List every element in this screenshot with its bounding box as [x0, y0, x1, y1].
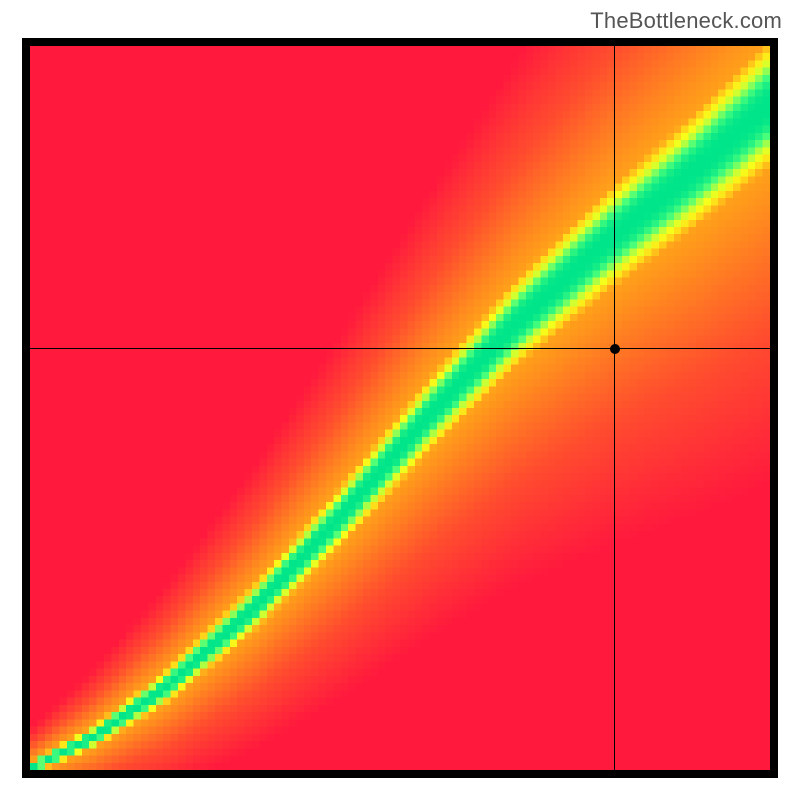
- plot-frame: [22, 38, 778, 778]
- crosshair-horizontal: [30, 348, 770, 349]
- chart-container: TheBottleneck.com: [0, 0, 800, 800]
- crosshair-vertical: [614, 46, 615, 770]
- heatmap-canvas: [30, 46, 770, 770]
- crosshair-marker: [610, 344, 620, 354]
- plot-inner: [30, 46, 770, 770]
- watermark-text: TheBottleneck.com: [590, 8, 782, 34]
